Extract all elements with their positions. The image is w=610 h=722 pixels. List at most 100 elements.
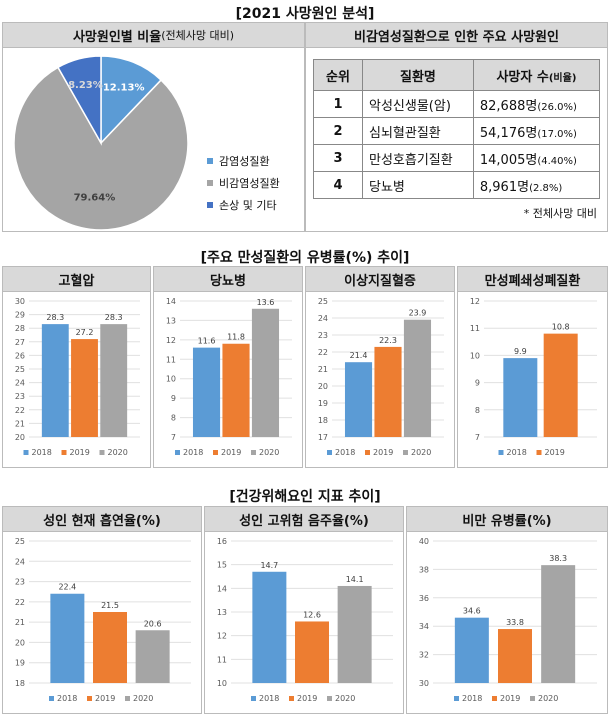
- pie-legend-label: 비감염성질환: [219, 177, 280, 190]
- legend-swatch: [207, 180, 213, 186]
- bar-value-label: 11.8: [227, 333, 245, 342]
- legend-swatch: [61, 450, 67, 455]
- bar-value-label: 12.6: [303, 610, 321, 619]
- bar: [374, 346, 402, 437]
- chart-title: 고혈압: [3, 267, 150, 292]
- legend-swatch: [530, 696, 535, 701]
- y-tick-label: 23: [15, 578, 25, 587]
- y-tick-label: 21: [15, 618, 25, 627]
- pie-value-label: 12.13%: [103, 82, 145, 93]
- bar-chart-smoking: 18 19 20 21 22 23 24 25 22.4 21.5 20.6 2018 2019 2020: [15, 537, 191, 703]
- y-tick-label: 17: [318, 433, 328, 442]
- y-tick-label: 25: [15, 365, 25, 374]
- bar-value-label: 23.9: [409, 309, 427, 318]
- pie-value-label: 79.64%: [74, 193, 116, 204]
- disease-cell: 악성신생물(암): [362, 90, 474, 118]
- bar-value-label: 27.2: [76, 328, 94, 337]
- pie-legend-item-0: 감염성질환: [207, 153, 270, 169]
- bar-value-label: 14.7: [260, 561, 278, 570]
- y-tick-label: 24: [318, 314, 328, 323]
- pie-legend-item-2: 손상 및 기타: [207, 197, 277, 213]
- pie-panel: 사망원인별 비율 (전체사망 대비) 12.13% 79.64% 8.23% 감염성질…: [2, 22, 305, 232]
- ratio-value: (17.0%): [537, 128, 577, 140]
- header-deaths-label: 사망자 수: [496, 69, 549, 85]
- chart-title: 만성폐쇄성폐질환: [458, 267, 607, 292]
- legend-label: 2018: [32, 448, 52, 457]
- y-tick-label: 22: [318, 348, 328, 357]
- legend-swatch: [403, 450, 408, 455]
- bar-value-label: 20.6: [144, 619, 162, 628]
- pie-chart: 12.13% 79.64% 8.23%: [13, 55, 189, 231]
- chart-panel-dyslipidemia: 이상지질혈증 17 18 19 20 21 22 23 24 25 21.4 22.3 23.9 201…: [305, 266, 455, 468]
- bar: [71, 339, 98, 437]
- y-tick-label: 40: [419, 537, 429, 546]
- y-tick-label: 22: [15, 598, 25, 607]
- y-tick-label: 29: [15, 311, 25, 320]
- bar-value-label: 28.3: [46, 313, 64, 322]
- pie-panel-title: 사망원인별 비율: [72, 29, 162, 45]
- y-tick-label: 14: [166, 297, 176, 306]
- legend-label: 2019: [373, 448, 393, 457]
- bar-value-label: 34.6: [463, 607, 481, 616]
- chart-title: 당뇨병: [154, 267, 302, 292]
- y-tick-label: 23: [15, 392, 25, 401]
- bar: [403, 319, 432, 437]
- bar: [93, 612, 127, 683]
- pie-slice: [100, 55, 163, 145]
- disease-cell: 심뇌혈관질환: [362, 117, 474, 145]
- legend-label: 2018: [462, 694, 482, 703]
- y-tick-label: 27: [15, 338, 25, 347]
- legend-label: 2018: [335, 448, 355, 457]
- bar-value-label: 22.3: [379, 336, 397, 345]
- y-tick-label: 10: [470, 351, 480, 360]
- pie-panel-subtitle: (전체사망 대비): [161, 29, 235, 42]
- pie-slice: [56, 55, 102, 146]
- cause-table-title: 비감염성질환으로 인한 주요 사망원인: [354, 29, 559, 45]
- y-tick-label: 8: [171, 414, 176, 423]
- legend-label: 2018: [183, 448, 203, 457]
- bar: [498, 629, 532, 683]
- legend-label: 2020: [133, 694, 153, 703]
- chart-panel-hypertension: 고혈압 20 21 22 23 24 25 26 27 28 29 30 28.3 27.2 28.3 20…: [2, 266, 151, 468]
- bar-value-label: 13.6: [257, 298, 275, 307]
- legend-swatch: [125, 696, 130, 701]
- legend-label: 2019: [70, 448, 90, 457]
- chart-title: 이상지질혈증: [306, 267, 454, 292]
- bar-value-label: 21.4: [350, 351, 368, 360]
- bar-value-label: 22.4: [58, 583, 76, 592]
- cause-table: 순위 질환명 사망자 수(비율) 1 악성신생물(암) 82,688명(26.0…: [313, 59, 601, 199]
- pie-panel-header: 사망원인별 비율 (전체사망 대비): [3, 23, 304, 48]
- count-value: 82,688명: [479, 98, 538, 114]
- legend-swatch: [536, 450, 542, 455]
- legend-swatch: [327, 696, 332, 701]
- y-tick-label: 30: [419, 679, 429, 688]
- y-tick-label: 24: [15, 557, 25, 566]
- table-row: 3 만성호흡기질환 14,005명(4.40%): [313, 144, 601, 172]
- legend-swatch: [492, 696, 497, 701]
- chart-panel-obesity: 비만 유병률(%) 30 32 34 36 38 40 34.6 33.8 38.3 2018 20…: [406, 506, 608, 714]
- legend-swatch: [99, 450, 105, 455]
- ratio-value: (26.0%): [537, 101, 577, 113]
- y-tick-label: 21: [318, 365, 328, 374]
- legend-label: 2018: [57, 694, 77, 703]
- bar: [50, 593, 85, 683]
- legend-label: 2019: [545, 448, 565, 457]
- deaths-cell: 54,176명(17.0%): [472, 117, 601, 145]
- y-tick-label: 19: [318, 399, 328, 408]
- pie-slice: [13, 66, 189, 231]
- bar-value-label: 21.5: [101, 601, 119, 610]
- y-tick-label: 9: [171, 394, 176, 403]
- deaths-cell: 8,961명(2.8%): [472, 171, 601, 199]
- y-tick-label: 20: [15, 433, 25, 442]
- rank-cell: 2: [313, 117, 363, 145]
- bar: [135, 630, 170, 683]
- rank-cell: 1: [313, 90, 363, 118]
- y-tick-label: 9: [475, 379, 480, 388]
- y-tick-label: 12: [217, 632, 227, 641]
- bar-value-label: 38.3: [549, 554, 567, 563]
- legend-swatch: [251, 696, 256, 701]
- ratio-value: (4.40%): [537, 155, 577, 167]
- y-tick-label: 11: [217, 655, 227, 664]
- legend-swatch: [49, 696, 54, 701]
- y-tick-label: 23: [318, 331, 328, 340]
